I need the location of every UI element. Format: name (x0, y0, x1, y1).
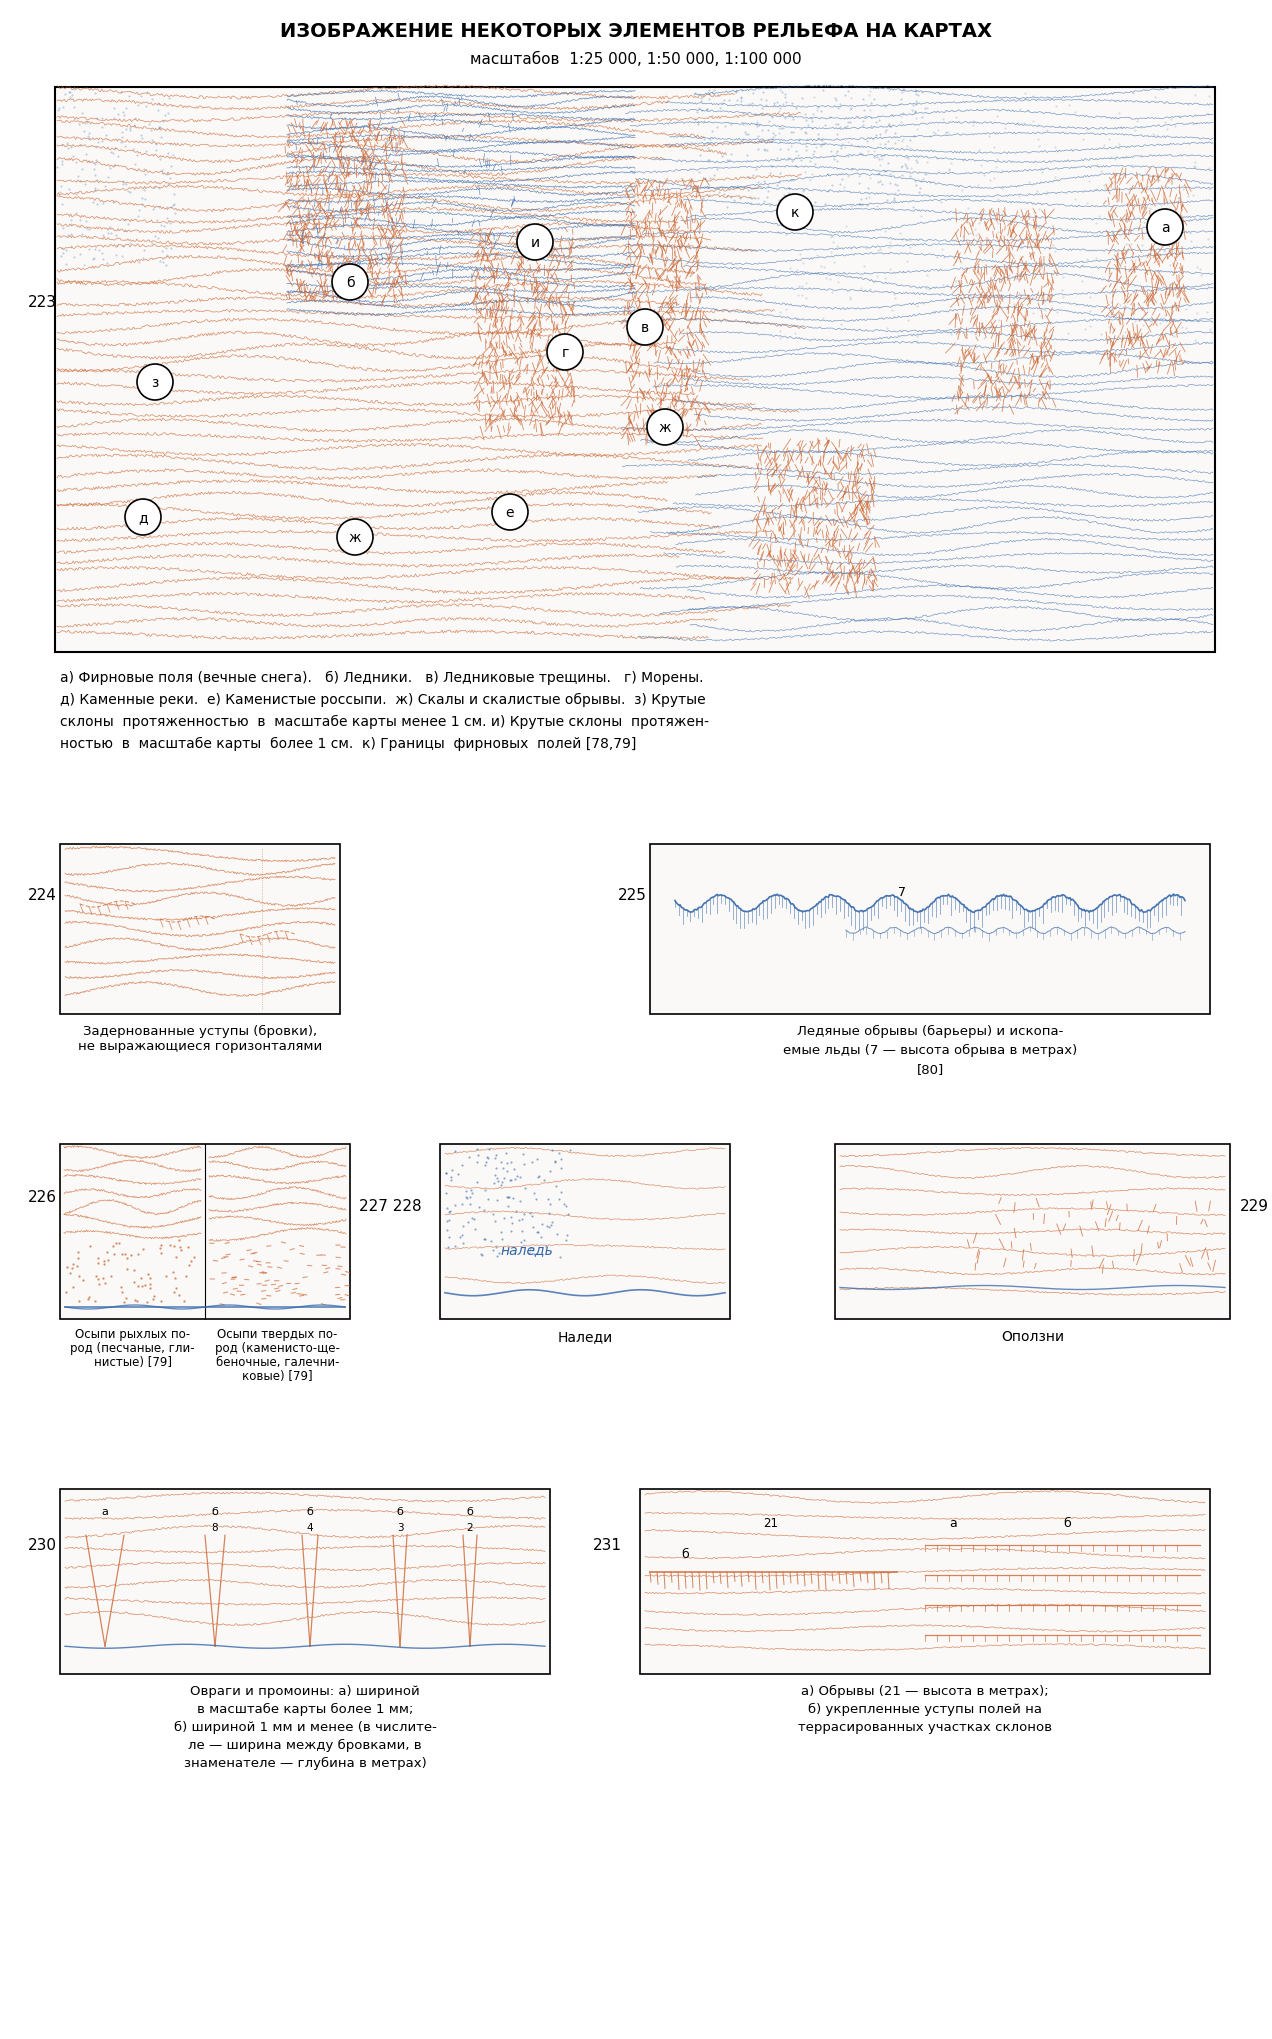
Text: масштабов  1:25 000, 1:50 000, 1:100 000: масштабов 1:25 000, 1:50 000, 1:100 000 (471, 51, 801, 67)
Bar (440, 1144, 730, 1319)
Text: д) Каменные реки.  е) Каменистые россыпи.  ж) Скалы и скалистые обрывы.  з) Крут: д) Каменные реки. е) Каменистые россыпи.… (60, 693, 706, 708)
Text: ж: ж (349, 530, 361, 544)
Text: Оползни: Оползни (1001, 1329, 1065, 1344)
Circle shape (137, 365, 173, 402)
Text: 227 228: 227 228 (360, 1199, 422, 1213)
Text: [80]: [80] (916, 1062, 944, 1075)
Text: б: б (307, 1507, 313, 1517)
Text: а: а (1160, 220, 1169, 234)
Text: ностью  в  масштабе карты  более 1 см.  к) Границы  фирновых  полей [78,79]: ностью в масштабе карты более 1 см. к) Г… (60, 736, 636, 750)
Bar (55, 88, 1215, 652)
Circle shape (337, 520, 373, 557)
Text: г: г (561, 347, 569, 359)
Text: 2: 2 (467, 1523, 473, 1531)
Text: Задернованные уступы (бровки),
не выражающиеся горизонталями: Задернованные уступы (бровки), не выража… (78, 1024, 322, 1052)
Text: б: б (682, 1548, 689, 1560)
Text: Осыпи твердых по-: Осыпи твердых по- (218, 1327, 337, 1340)
Text: 226: 226 (28, 1189, 56, 1205)
Circle shape (627, 310, 663, 347)
Text: в масштабе карты более 1 мм;: в масштабе карты более 1 мм; (197, 1703, 413, 1715)
Text: 4: 4 (307, 1523, 313, 1531)
Text: ж: ж (659, 420, 672, 434)
Circle shape (332, 265, 368, 302)
Text: б: б (211, 1507, 219, 1517)
Text: емые льды (7 — высота обрыва в метрах): емые льды (7 — высота обрыва в метрах) (782, 1044, 1077, 1056)
Text: б) шириной 1 мм и менее (в числите-: б) шириной 1 мм и менее (в числите- (173, 1721, 436, 1733)
Text: 224: 224 (28, 889, 56, 903)
Text: ИЗОБРАЖЕНИЕ НЕКОТОРЫХ ЭЛЕМЕНТОВ РЕЛЬЕФА НА КАРТАХ: ИЗОБРАЖЕНИЕ НЕКОТОРЫХ ЭЛЕМЕНТОВ РЕЛЬЕФА … (280, 22, 992, 41)
Text: Ледяные обрывы (барьеры) и ископа-: Ледяные обрывы (барьеры) и ископа- (796, 1024, 1063, 1038)
Circle shape (125, 500, 162, 536)
Bar (60, 844, 340, 1015)
Text: ковые) [79]: ковые) [79] (242, 1370, 313, 1382)
Text: род (песчаные, гли-: род (песчаные, гли- (70, 1342, 195, 1354)
Text: род (каменисто-ще-: род (каменисто-ще- (215, 1342, 340, 1354)
Text: склоны  протяженностью  в  масштабе карты менее 1 см. и) Крутые склоны  протяжен: склоны протяженностью в масштабе карты м… (60, 714, 709, 728)
Text: е: е (506, 506, 514, 520)
Circle shape (516, 224, 553, 261)
Text: б: б (467, 1507, 473, 1517)
Text: а) Фирновые поля (вечные снега).   б) Ледники.   в) Ледниковые трещины.   г) Мор: а) Фирновые поля (вечные снега). б) Ледн… (60, 671, 703, 685)
Text: з: з (151, 375, 159, 389)
Text: д: д (139, 510, 148, 524)
Text: а) Обрывы (21 — высота в метрах);: а) Обрывы (21 — высота в метрах); (801, 1684, 1049, 1696)
Text: наледь: наледь (501, 1242, 553, 1256)
Bar (640, 1488, 1210, 1674)
Text: б) укрепленные уступы полей на: б) укрепленные уступы полей на (808, 1703, 1042, 1715)
Text: террасированных участках склонов: террасированных участках склонов (798, 1721, 1052, 1733)
Text: 7: 7 (898, 885, 906, 899)
Text: 8: 8 (211, 1523, 219, 1531)
Bar (834, 1144, 1230, 1319)
Text: и: и (530, 237, 539, 251)
Text: 229: 229 (1240, 1199, 1269, 1213)
Text: беночные, галечни-: беночные, галечни- (216, 1356, 340, 1368)
Text: Наледи: Наледи (557, 1329, 613, 1344)
Text: а: а (102, 1507, 108, 1517)
Text: нистые) [79]: нистые) [79] (94, 1356, 172, 1368)
Circle shape (1147, 210, 1183, 247)
Bar (60, 1144, 350, 1319)
Text: знаменателе — глубина в метрах): знаменателе — глубина в метрах) (183, 1756, 426, 1770)
Text: а: а (950, 1517, 958, 1529)
Text: б: б (397, 1507, 403, 1517)
Circle shape (547, 334, 583, 371)
Text: к: к (791, 206, 799, 220)
Text: б: б (346, 275, 355, 290)
Text: 231: 231 (593, 1537, 622, 1552)
Text: 223: 223 (28, 296, 56, 310)
Circle shape (777, 196, 813, 230)
Circle shape (647, 410, 683, 447)
Text: Овраги и промоины: а) шириной: Овраги и промоины: а) шириной (190, 1684, 420, 1696)
Text: 21: 21 (763, 1517, 778, 1529)
Text: 230: 230 (28, 1537, 56, 1552)
Text: 225: 225 (618, 889, 646, 903)
Text: ле — ширина между бровками, в: ле — ширина между бровками, в (188, 1737, 422, 1752)
Text: в: в (641, 320, 649, 334)
Bar (650, 844, 1210, 1015)
Bar (60, 1488, 550, 1674)
Text: Осыпи рыхлых по-: Осыпи рыхлых по- (75, 1327, 190, 1340)
Text: 3: 3 (397, 1523, 403, 1531)
Circle shape (492, 495, 528, 530)
Text: б: б (1063, 1517, 1071, 1529)
